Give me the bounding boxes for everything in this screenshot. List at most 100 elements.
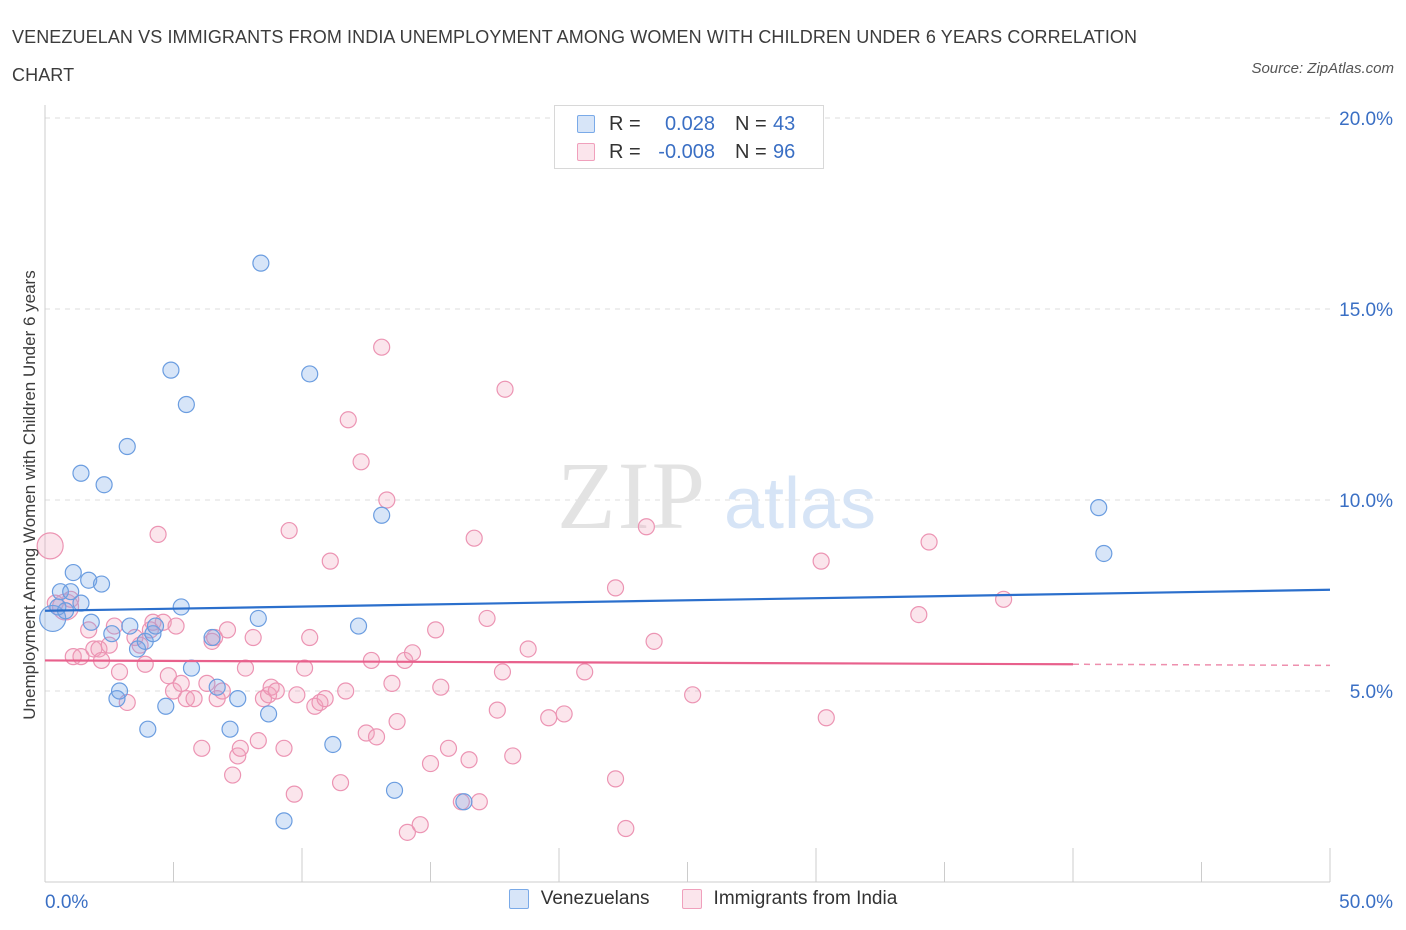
legend-swatch-india — [577, 143, 595, 161]
point-india — [493, 663, 512, 681]
point-venezuelans — [349, 617, 368, 635]
trend-india — [44, 659, 1074, 666]
point-india — [136, 655, 154, 673]
point-india — [280, 521, 298, 540]
point-venezuelans — [385, 781, 404, 799]
trend-india-extrapolated — [1072, 663, 1331, 667]
point-india — [645, 632, 663, 650]
x-tick-labels: 0.0% 50.0% — [45, 892, 1393, 913]
point-india — [555, 705, 573, 723]
n-label: N = — [735, 140, 767, 163]
point-india — [496, 380, 514, 398]
point-india — [295, 659, 314, 677]
point-india — [427, 621, 445, 639]
point-india — [231, 739, 249, 757]
point-venezuelans — [157, 697, 175, 715]
point-india — [288, 686, 306, 704]
point-india — [316, 690, 334, 708]
point-venezuelans — [221, 720, 239, 738]
point-india — [910, 605, 928, 624]
point-india — [301, 628, 319, 647]
n-value: 96 — [773, 140, 796, 163]
point-venezuelans — [455, 793, 473, 811]
point-india — [465, 529, 483, 547]
point-india — [352, 453, 370, 471]
point-india — [149, 525, 167, 543]
point-india — [198, 674, 216, 692]
point-india — [159, 667, 177, 685]
point-india — [185, 690, 203, 708]
series-legend: Venezuelans Immigrants from India — [0, 888, 1406, 910]
watermark-atlas: atlas — [724, 464, 876, 544]
r-value: 0.028 — [664, 112, 715, 135]
point-venezuelans — [110, 682, 129, 700]
n-label: N = — [735, 112, 767, 135]
x-tick-label: 0.0% — [45, 892, 88, 913]
point-venezuelans — [62, 583, 80, 601]
point-venezuelans — [324, 735, 342, 754]
axes — [44, 105, 1331, 883]
point-india — [684, 686, 702, 704]
watermark-zip: ZIP — [557, 442, 707, 549]
point-india — [249, 732, 267, 750]
point-india — [224, 766, 242, 784]
point-india — [519, 640, 537, 658]
legend-swatch-venezuelans — [577, 115, 595, 133]
point-venezuelans — [208, 678, 226, 696]
point-india — [504, 747, 522, 765]
point-india — [285, 785, 303, 803]
point-venezuelans — [95, 476, 113, 494]
trend-venezuelans — [44, 588, 1331, 612]
point-venezuelans — [92, 575, 111, 593]
r-label: R = — [609, 112, 641, 135]
point-venezuelans — [252, 254, 270, 272]
point-india — [357, 724, 375, 742]
point-venezuelans — [203, 628, 221, 647]
point-venezuelans — [162, 361, 180, 379]
point-india — [995, 590, 1013, 608]
point-india — [540, 709, 558, 727]
point-india — [321, 552, 339, 570]
point-india — [331, 774, 350, 792]
point-india — [373, 338, 391, 356]
point-india — [236, 659, 255, 677]
point-india — [488, 701, 506, 719]
point-venezuelans — [64, 563, 82, 582]
point-venezuelans — [80, 571, 98, 589]
point-india — [637, 518, 655, 536]
point-india — [193, 739, 211, 757]
legend-item-india[interactable]: Immigrants from India — [681, 888, 898, 910]
point-india — [36, 532, 64, 560]
point-venezuelans — [182, 659, 201, 677]
point-venezuelans — [249, 609, 267, 628]
point-venezuelans — [118, 437, 136, 456]
point-india — [403, 644, 422, 662]
stats-row-india: R = -0.008 N = 96 — [577, 139, 795, 165]
point-india — [275, 739, 293, 757]
point-venezuelans — [103, 625, 121, 643]
stats-row-venezuelans: R = 0.028 N = 43 — [577, 111, 795, 137]
point-india — [267, 682, 285, 700]
point-venezuelans — [259, 705, 278, 723]
point-venezuelans — [139, 720, 157, 738]
point-venezuelans — [172, 598, 190, 616]
legend-item-venezuelans[interactable]: Venezuelans — [508, 888, 650, 910]
point-india — [606, 579, 625, 597]
data-points — [36, 254, 1113, 841]
point-india — [362, 651, 380, 670]
stats-legend: R = 0.028 N = 43 R = -0.008 N = 96 — [554, 105, 824, 169]
point-venezuelans — [301, 365, 319, 383]
point-india — [617, 819, 635, 838]
point-india — [817, 709, 835, 727]
source-label: Source: ZipAtlas.com — [1251, 60, 1394, 77]
point-india — [244, 628, 262, 647]
legend-swatch-india — [681, 889, 702, 909]
watermark: ZIP atlas — [557, 442, 876, 549]
point-venezuelans — [121, 617, 139, 635]
y-axis-label: Unemployment Among Women with Children U… — [20, 270, 39, 720]
point-venezuelans — [1090, 499, 1108, 517]
y-tick-label: 15.0% — [1339, 300, 1393, 321]
y-tick-label: 20.0% — [1339, 109, 1393, 130]
point-venezuelans — [373, 506, 391, 524]
legend-label: Immigrants from India — [713, 888, 898, 909]
